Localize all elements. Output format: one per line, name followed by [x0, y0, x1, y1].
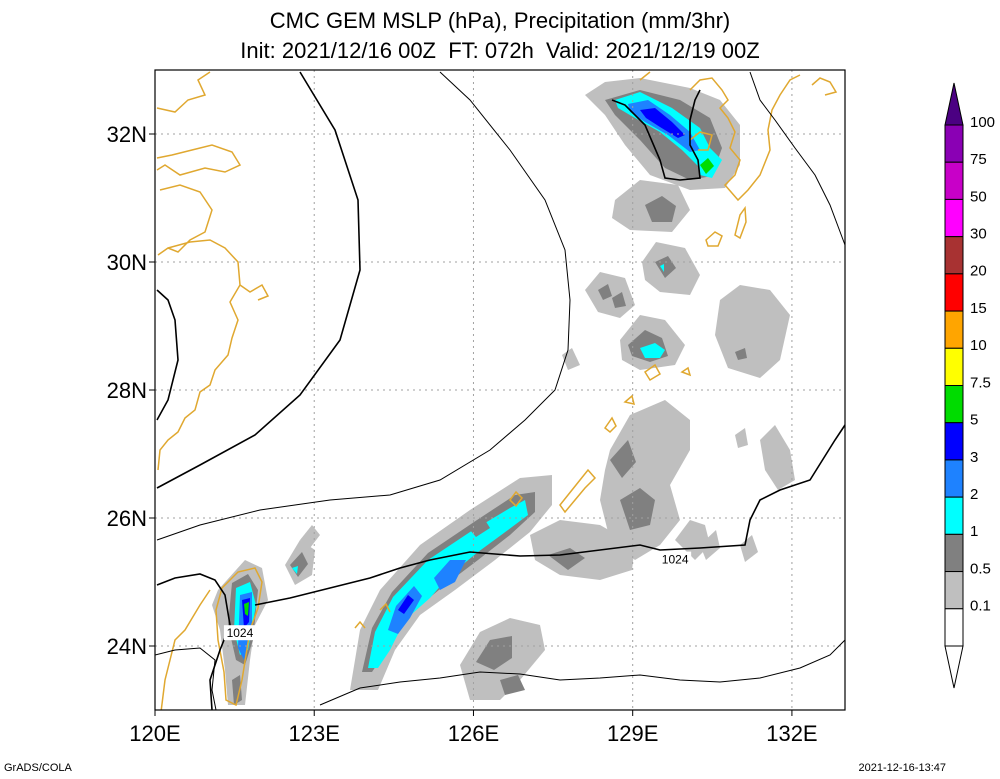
- legend-swatch: [944, 198, 964, 238]
- legend-swatch: [944, 161, 964, 200]
- legend-label: 1: [970, 523, 978, 540]
- contour-labels: 1024 1024: [223, 551, 692, 641]
- legend-swatch: [944, 496, 964, 535]
- precip-legend: 100 75 50 30 20 15 10 7.5 5 3 2 1 0.5 0.1: [944, 82, 995, 689]
- y-tick-label: 24N: [107, 634, 147, 659]
- precip-cell: [585, 272, 635, 318]
- precip-cell: [585, 78, 740, 190]
- precip-cell: [600, 400, 690, 560]
- x-tick-label: 129E: [607, 721, 658, 746]
- isobars: [155, 71, 845, 710]
- x-tick-label: 126E: [448, 721, 499, 746]
- legend-label: 30: [970, 226, 987, 243]
- precip-cell: [460, 618, 545, 700]
- legend-label: 15: [970, 300, 987, 317]
- legend-label: 5: [970, 412, 978, 429]
- legend-swatch: [944, 533, 964, 573]
- legend-arrow-top: [944, 82, 964, 126]
- legend-swatch: [944, 273, 964, 312]
- precip-cell: [715, 285, 790, 378]
- legend-label: 0.5: [970, 560, 991, 577]
- precip-cell: [612, 180, 690, 232]
- legend-swatch: [944, 236, 964, 275]
- y-tick-label: 28N: [107, 378, 147, 403]
- precip-cell: [285, 525, 320, 585]
- map-subtitle: Init: 2021/12/16 00Z FT: 072h Valid: 202…: [240, 38, 760, 63]
- legend-label: 20: [970, 263, 987, 280]
- precip-cell: [620, 315, 685, 370]
- x-tick-label: 120E: [129, 721, 180, 746]
- precip-cell: [562, 348, 795, 562]
- legend-swatch: [944, 347, 964, 386]
- y-tick-label: 32N: [107, 122, 147, 147]
- contour-label-bg: [659, 551, 692, 567]
- legend-label: 0.1: [970, 598, 991, 615]
- lat-lon-grid: [155, 70, 845, 710]
- legend-label: 10: [970, 337, 987, 354]
- axis-ticks: 120E 123E 126E 129E 132E 24N 26N 28N 30N 32N: [107, 122, 818, 746]
- legend-swatch: [944, 124, 964, 163]
- legend-arrow-bottom: [944, 645, 964, 689]
- contour-label: 1024: [662, 553, 689, 567]
- legend-label: 50: [970, 188, 987, 205]
- legend-swatch: [944, 310, 964, 349]
- precip-band: [350, 475, 552, 690]
- legend-swatch: [944, 571, 964, 610]
- legend-swatch: [944, 422, 964, 461]
- contour-label-bg: [223, 625, 256, 641]
- legend-label: 3: [970, 449, 978, 466]
- legend-label: 75: [970, 151, 987, 168]
- precipitation-layer: [212, 78, 795, 705]
- legend-swatch: [944, 608, 964, 647]
- legend-label: 100: [970, 114, 995, 131]
- y-tick-label: 30N: [107, 250, 147, 275]
- footer-timestamp: 2021-12-16-13:47: [858, 762, 946, 774]
- legend-label: 2: [970, 486, 978, 503]
- precip-cell: [642, 242, 700, 295]
- x-tick-label: 123E: [289, 721, 340, 746]
- contour-label: 1024: [227, 626, 254, 640]
- legend-swatch: [944, 385, 964, 424]
- x-tick-label: 132E: [766, 721, 817, 746]
- coastline: [156, 71, 838, 710]
- legend-label: 7.5: [970, 374, 991, 391]
- map-title: CMC GEM MSLP (hPa), Precipitation (mm/3h…: [269, 8, 731, 33]
- legend-swatch: [944, 459, 964, 498]
- y-tick-label: 26N: [107, 506, 147, 531]
- footer-credit: GrADS/COLA: [4, 762, 72, 774]
